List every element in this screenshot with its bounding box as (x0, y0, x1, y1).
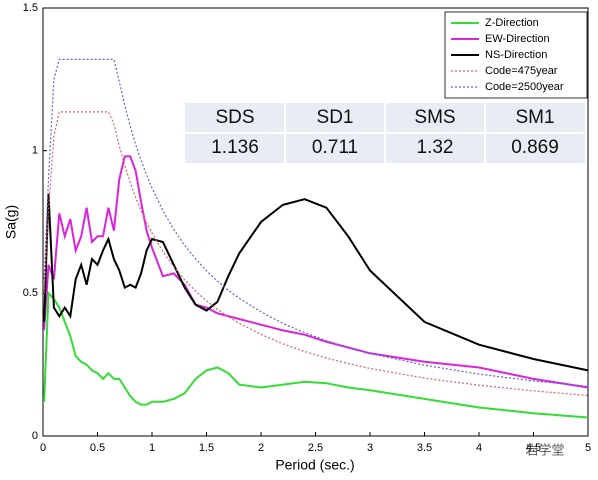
y-tick-label: 1.5 (23, 2, 38, 14)
x-tick-label: 1 (149, 442, 155, 454)
table-cell: 1.32 (417, 137, 454, 158)
legend-label: Z-Direction (485, 17, 539, 29)
x-axis-label: Period (sec.) (275, 457, 354, 473)
legend-label: NS-Direction (485, 49, 547, 61)
series-line (43, 290, 589, 419)
series-line (43, 111, 589, 397)
x-tick-label: 0 (40, 442, 46, 454)
y-tick-label: 0.5 (23, 287, 38, 299)
table-header: SD1 (317, 107, 354, 128)
watermark: 岩学堂 (525, 442, 564, 457)
y-tick-label: 0 (32, 430, 38, 442)
series-line (43, 193, 589, 372)
legend-label: EW-Direction (485, 33, 550, 45)
table-cell: 0.711 (312, 137, 358, 158)
legend-label: Code=2500year (485, 81, 564, 93)
x-tick-label: 0.5 (90, 442, 105, 454)
x-tick-label: 1.5 (199, 442, 214, 454)
legend-label: Code=475year (485, 65, 558, 77)
y-axis-label: Sa(g) (3, 205, 19, 239)
table-cell: 1.136 (211, 137, 259, 158)
x-tick-label: 5 (585, 442, 591, 454)
table-cell: 0.869 (511, 137, 559, 158)
x-tick-label: 3.5 (417, 442, 432, 454)
x-tick-label: 4 (476, 442, 482, 454)
table-header: SDS (215, 107, 254, 128)
series-line (43, 58, 589, 387)
x-tick-label: 2.5 (308, 442, 323, 454)
y-tick-label: 1 (32, 145, 38, 157)
x-tick-label: 4.5 (526, 442, 541, 454)
series-line (43, 155, 589, 389)
table-header: SMS (414, 107, 455, 128)
summary-table: SDS SD1 SMS SM1 1.136 0.711 1.32 0.869 (185, 103, 585, 163)
x-tick-label: 2 (258, 442, 264, 454)
x-tick-label: 3 (367, 442, 373, 454)
table-header: SM1 (515, 107, 554, 128)
